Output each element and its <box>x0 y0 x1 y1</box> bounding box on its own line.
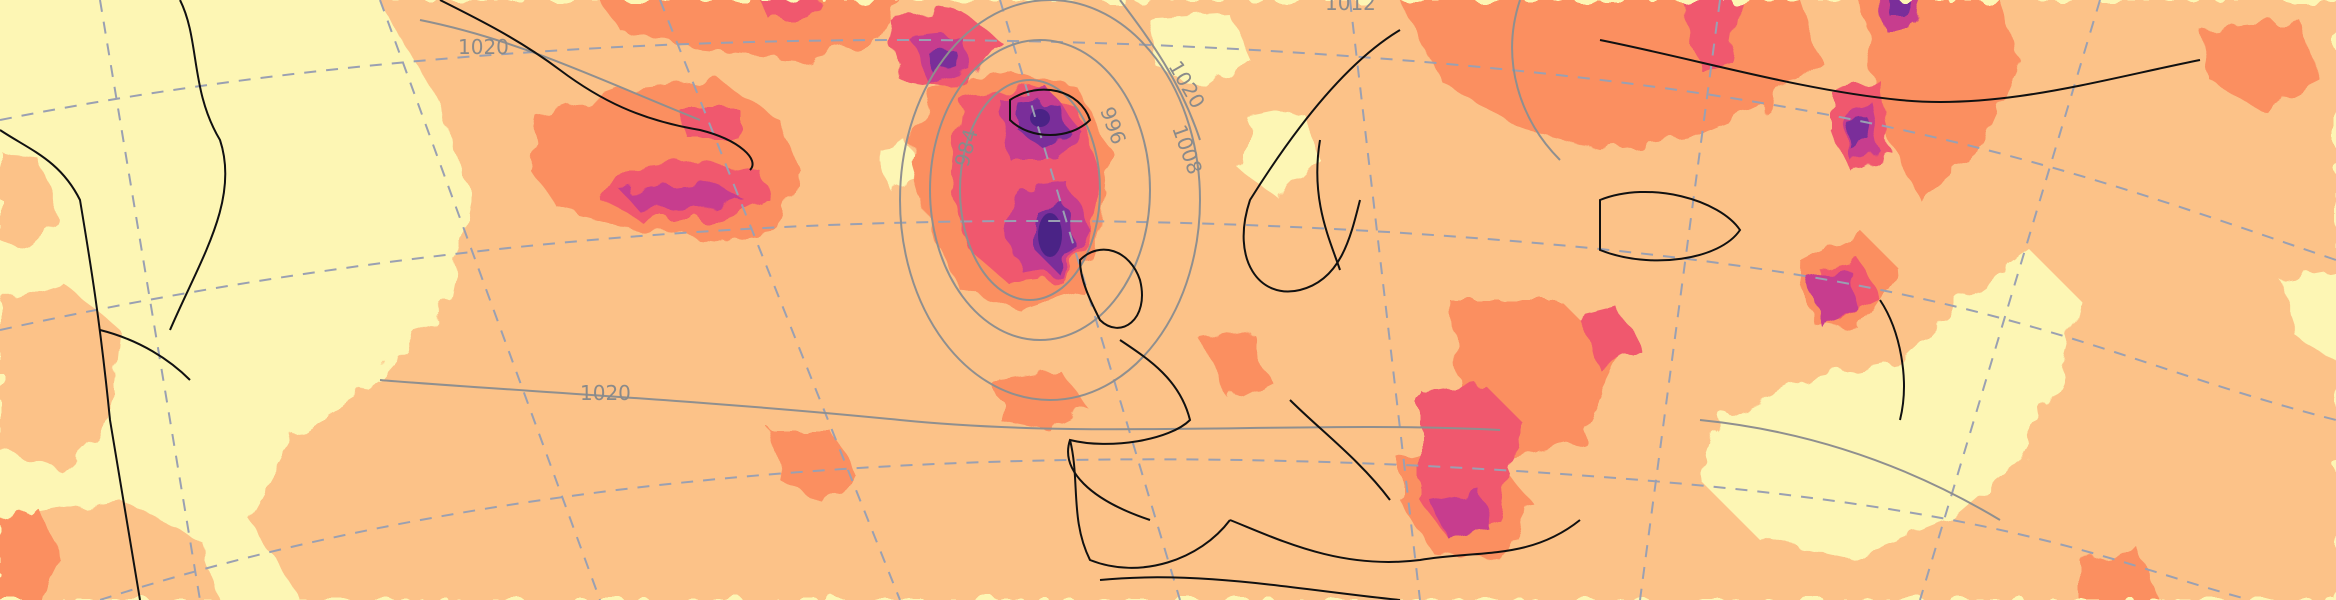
coastlines <box>0 0 2201 600</box>
coast-mediterranean <box>1229 519 1581 563</box>
isobar-label: 1020 <box>580 381 631 405</box>
isobar-label: 1020 <box>458 35 509 59</box>
coast-north-america <box>0 129 141 600</box>
coast-canada-east <box>169 0 227 331</box>
coast-labrador <box>99 329 191 381</box>
isobars <box>379 0 2001 521</box>
coast-caspian <box>1879 299 1905 421</box>
coast-iberia <box>1069 439 1231 569</box>
coast-gb-ireland <box>1078 248 1143 329</box>
isobar-label: 1012 <box>1325 0 1376 15</box>
coast-black-sea <box>1599 191 1742 262</box>
dry-patches <box>880 15 2336 560</box>
coast-arctic <box>1599 39 2201 103</box>
coast-europe-west <box>1067 339 1192 521</box>
coast-italy <box>1289 399 1391 501</box>
coast-iceland <box>1009 88 1092 136</box>
coast-greenland <box>439 0 754 171</box>
coast-baltic <box>1316 139 1341 271</box>
coast-africa-north <box>1099 576 1401 600</box>
